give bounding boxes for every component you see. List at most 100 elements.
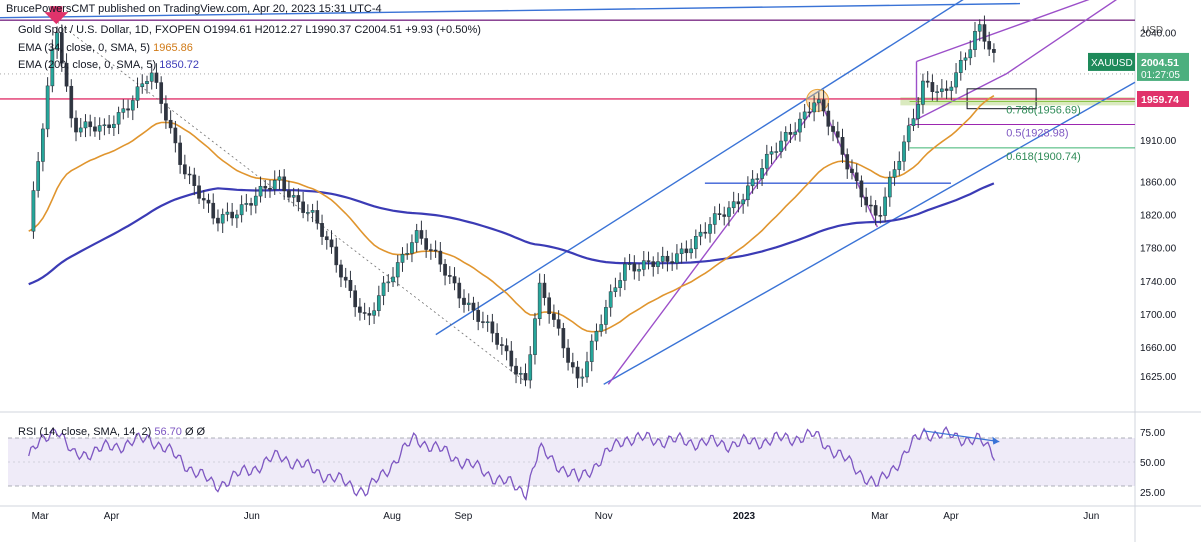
candle-body [97,125,102,132]
candle-body [438,250,443,265]
candle-body [764,153,769,169]
candle-body [424,238,428,250]
ema34-value: 1965.86 [153,42,193,54]
candle-body [604,307,608,325]
consolidation-box [966,88,1037,110]
candle-body [102,124,107,127]
candle-body [973,31,977,50]
candle-body [556,319,561,329]
candle-body [107,124,111,128]
candle-body [793,131,798,135]
candle-body [693,236,698,250]
candle-body [580,376,585,379]
candle-body [339,264,343,278]
last-price-label: 2004.51 [1141,57,1179,69]
purple-channel-lower [915,0,1118,121]
candle-body [88,121,93,128]
candle-body [698,231,703,237]
candle-body [405,253,410,255]
candle-body [736,201,741,205]
candle-body [116,112,121,125]
candle-body [594,331,599,342]
symbol-legend[interactable]: Gold Spot / U.S. Dollar, 1D, FXOPEN O199… [18,24,481,36]
candle-body [45,85,50,130]
candle-body [769,151,774,155]
ema200-legend[interactable]: EMA (200, close, 0, SMA, 5) 1850.72 [18,59,199,71]
candle-body [892,169,897,178]
channel-lower [603,81,1136,385]
price-tick-label: 1860.00 [1140,178,1177,189]
candle-body [750,178,755,187]
candle-body [182,164,187,175]
time-tick-label: Nov [595,511,613,522]
candle-body [679,248,684,255]
long-trendline [0,2,1021,19]
rsi-value: 56.70 [154,426,182,438]
candle-body [968,49,973,59]
candle-body [854,172,859,182]
candle-body [244,203,249,205]
candle-body [466,302,471,305]
candle-body [112,123,116,128]
dotted-diagonal [49,15,526,383]
rsi-divergence-line [923,430,1000,443]
candle-body [386,281,391,284]
candle-body [537,282,542,319]
candle-body [533,318,537,355]
candle-body [230,211,235,219]
time-tick-label: Sep [455,511,473,522]
rsi-label: RSI (14, close, SMA, 14, 2) [18,426,152,438]
candle-body [552,313,556,320]
candle-body [31,190,36,232]
symbol-tag-label: XAUUSD [1091,58,1133,69]
channel-upper [435,0,964,336]
candle-body [992,48,996,53]
time-tick-label: Jun [244,511,260,522]
candle-body [277,176,282,181]
ema34-legend[interactable]: EMA (34, close, 0, SMA, 5) 1965.86 [18,42,193,54]
candle-body [731,201,736,209]
candle-body [623,263,627,281]
candle-body [779,140,783,152]
candle-body [774,151,779,153]
candle-body [216,217,220,224]
ema34-label: EMA (34, close, 0, SMA, 5) [18,42,151,54]
candle-body [689,248,693,254]
candle-body [258,185,263,197]
candle-body [982,24,987,42]
candle-body [315,210,320,224]
candle-body [268,187,272,190]
candle-body [201,198,206,201]
price-tick-label: 1910.00 [1140,136,1177,147]
candle-body [69,85,74,119]
candle-body [324,236,329,241]
candle-body [429,249,433,251]
price-tick-label: 1820.00 [1140,211,1177,222]
candle-body [788,132,793,135]
candle-body [395,262,400,278]
candle-body [944,88,949,91]
candle-body [940,88,944,92]
candle-body [935,91,939,93]
candle-body [64,62,69,87]
candle-body [958,59,963,73]
publisher-header: BrucePowersCMT published on TradingView.… [6,3,382,15]
candle-body [504,345,509,352]
candle-body [902,141,906,162]
ema200-line [28,182,995,286]
rsi-legend[interactable]: RSI (14, close, SMA, 14, 2) 56.70 Ø Ø [18,426,205,438]
candle-body [670,261,675,264]
time-tick-label: Jun [1083,511,1099,522]
price-tick-label: 1780.00 [1140,244,1177,255]
candle-body [457,282,462,299]
symbol-line: Gold Spot / U.S. Dollar, 1D, FXOPEN [18,24,201,36]
candle-body [220,214,225,224]
candle-body [869,204,873,207]
candle-body [490,321,495,334]
candle-body [235,214,239,219]
candle-body [618,280,622,288]
candle-body [343,276,348,281]
candle-body [121,108,126,113]
candle-body [164,103,168,121]
